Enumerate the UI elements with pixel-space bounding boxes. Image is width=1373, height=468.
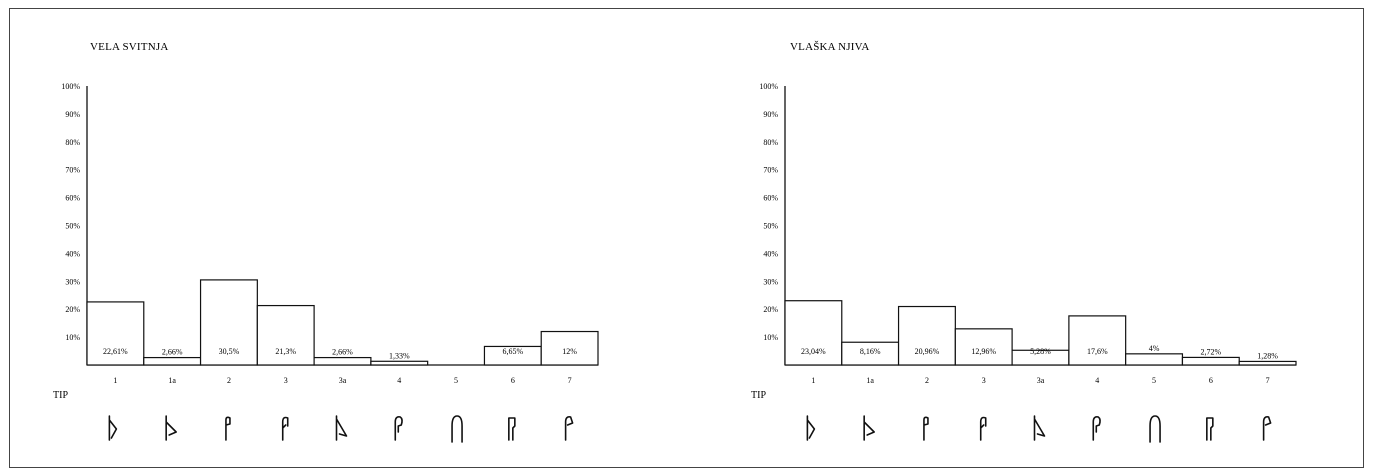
y-tick-label: 10%	[763, 333, 778, 342]
x-tick-label: 1	[113, 376, 117, 385]
data-label: 17,6%	[1087, 347, 1108, 356]
x-tick-label: 2	[925, 376, 929, 385]
chart-title: VELA SVITNJA	[90, 41, 168, 53]
chart-title: VLAŠKA NJIVA	[790, 41, 870, 53]
bar	[370, 360, 429, 366]
rim-profile-type-3-icon	[979, 416, 987, 441]
bar	[86, 301, 145, 366]
y-tick-label: 50%	[763, 222, 778, 231]
data-label: 30,5%	[219, 347, 240, 356]
data-label: 1,33%	[389, 351, 410, 360]
bar	[540, 330, 599, 366]
x-tick-label: 5	[1152, 376, 1156, 385]
y-tick-label: 30%	[65, 277, 80, 286]
y-tick-label: 90%	[763, 110, 778, 119]
y-tick-label: 40%	[763, 249, 778, 258]
x-tick-label: 6	[1209, 376, 1213, 385]
data-label: 22,61%	[103, 347, 128, 356]
data-label: 4%	[1149, 344, 1160, 353]
data-label: 23,04%	[801, 347, 826, 356]
y-tick-label: 80%	[763, 138, 778, 147]
chart-2: VLAŠKA NJIVA 10% 20% 30% 40% 50% 60% 70% 80% 90% 1…	[751, 41, 1297, 443]
x-tick-label: 3	[284, 376, 288, 385]
x-tick-label: 3a	[1037, 376, 1045, 385]
x-tick-label: 2	[227, 376, 231, 385]
x-tick-label: 7	[1266, 376, 1270, 385]
y-tick-label: 20%	[65, 305, 80, 314]
bar	[897, 305, 956, 366]
data-label: 2,72%	[1200, 347, 1221, 356]
rim-profile-type-2-icon	[923, 416, 929, 441]
rim-profile-type-3a-icon	[335, 415, 348, 441]
y-tick-label: 80%	[65, 138, 80, 147]
data-label: 8,16%	[860, 347, 881, 356]
rim-profile-type-5-icon	[1149, 415, 1161, 443]
bar	[256, 304, 315, 366]
rim-profile-type-4-icon	[1092, 416, 1101, 441]
y-tick-label: 10%	[65, 333, 80, 342]
data-label: 1,28%	[1257, 351, 1278, 360]
x-tick-label: 1a	[866, 376, 874, 385]
data-label: 21,3%	[275, 347, 296, 356]
y-tick-label: 60%	[763, 194, 778, 203]
rim-profile-type-1a-icon	[165, 415, 177, 441]
rim-profile-type-2-icon	[225, 416, 231, 441]
rim-profile-type-1-icon	[806, 415, 816, 441]
bar	[1068, 315, 1127, 366]
y-tick-label: 100%	[759, 82, 778, 91]
rim-profile-type-1a-icon	[863, 415, 875, 441]
data-label: 20,96%	[915, 347, 940, 356]
x-tick-label: 1a	[168, 376, 176, 385]
y-tick-label: 60%	[65, 194, 80, 203]
data-label: 2,66%	[162, 348, 183, 357]
data-label: 2,66%	[332, 348, 353, 357]
x-tick-label: 6	[511, 376, 515, 385]
rim-profile-type-6-icon	[508, 417, 516, 441]
x-tick-label: 7	[568, 376, 572, 385]
data-label: 12%	[562, 347, 577, 356]
bar	[1181, 356, 1240, 366]
bar	[313, 356, 372, 366]
rim-profile-type-6-icon	[1206, 417, 1214, 441]
bar	[1125, 353, 1184, 366]
x-tick-label: 4	[397, 376, 401, 385]
x-axis-label: TIP	[53, 390, 68, 401]
rim-profile-type-4-icon	[394, 416, 403, 441]
x-tick-label: 4	[1095, 376, 1099, 385]
y-tick-label: 100%	[61, 82, 80, 91]
x-tick-label: 3	[982, 376, 986, 385]
y-tick-label: 40%	[65, 249, 80, 258]
rim-profile-type-1-icon	[108, 415, 118, 441]
x-tick-label: 1	[811, 376, 815, 385]
bar	[143, 356, 202, 366]
y-tick-label: 20%	[763, 305, 778, 314]
y-tick-label: 70%	[65, 166, 80, 175]
x-axis-label: TIP	[751, 390, 766, 401]
rim-profile-type-5-icon	[451, 415, 463, 443]
y-tick-label: 90%	[65, 110, 80, 119]
y-tick-label: 30%	[763, 277, 778, 286]
bar	[1238, 360, 1297, 366]
x-tick-label: 3a	[339, 376, 347, 385]
y-tick-label: 70%	[763, 166, 778, 175]
rim-profile-type-7-icon	[564, 416, 574, 441]
chart-1: VELA SVITNJA 10% 20% 30% 40% 50% 60% 70% 80% 90% 1…	[53, 41, 599, 443]
rim-profile-type-3-icon	[281, 416, 289, 441]
x-tick-label: 5	[454, 376, 458, 385]
bar	[784, 300, 843, 366]
data-label: 5,28%	[1030, 347, 1051, 356]
y-tick-label: 50%	[65, 222, 80, 231]
data-label: 6,65%	[502, 347, 523, 356]
bar	[954, 328, 1013, 366]
data-label: 12,96%	[971, 347, 996, 356]
rim-profile-type-7-icon	[1262, 416, 1272, 441]
rim-profile-type-3a-icon	[1033, 415, 1046, 441]
